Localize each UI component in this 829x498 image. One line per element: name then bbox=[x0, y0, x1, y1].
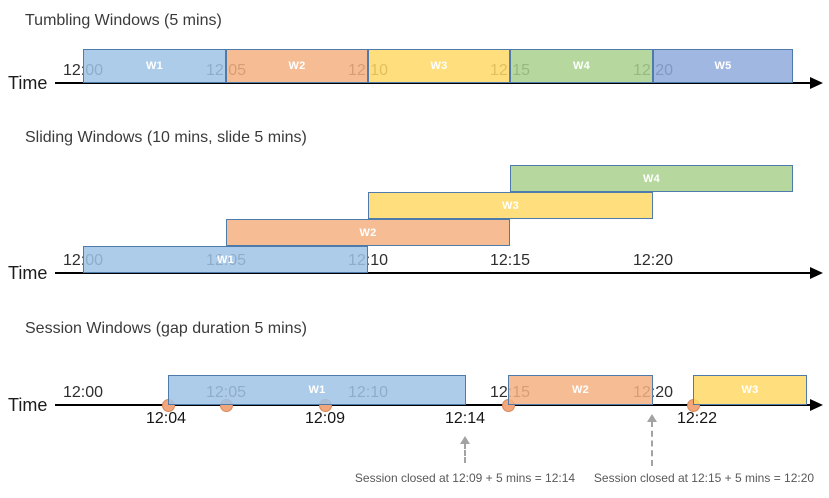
dashed-up-arrowhead-icon bbox=[647, 414, 657, 422]
tumbling-windows-title: Tumbling Windows (5 mins) bbox=[25, 12, 222, 29]
window-w2: W2 bbox=[508, 375, 653, 405]
event-time-label: 12:04 bbox=[145, 410, 187, 427]
window-w3: W3 bbox=[693, 375, 807, 405]
timeline-arrowhead-icon bbox=[810, 399, 823, 411]
window-w3: W3 bbox=[368, 49, 510, 83]
dashed-up-arrowhead-icon bbox=[460, 436, 470, 444]
window-label: W5 bbox=[714, 60, 732, 72]
axis-tick-label: 12:15 bbox=[489, 252, 531, 269]
window-label: W2 bbox=[288, 60, 306, 72]
window-label: W2 bbox=[571, 384, 590, 396]
timeline-arrowhead-icon bbox=[810, 267, 823, 279]
window-label: W3 bbox=[741, 384, 759, 396]
timeline-axis bbox=[55, 272, 812, 274]
timeline-axis bbox=[55, 82, 812, 84]
window-w1: W1 bbox=[83, 246, 368, 273]
event-time-label: 12:09 bbox=[304, 410, 346, 427]
session-windows-title: Session Windows (gap duration 5 mins) bbox=[25, 320, 307, 337]
window-w2: W2 bbox=[226, 49, 368, 83]
window-label: W4 bbox=[642, 172, 661, 185]
timeline-arrowhead-icon bbox=[810, 77, 823, 89]
time-axis-label: Time bbox=[8, 263, 48, 283]
session-closed-note: Session closed at 12:09 + 5 mins = 12:14 bbox=[354, 471, 576, 485]
window-w1: W1 bbox=[83, 49, 226, 83]
time-axis-label: Time bbox=[8, 73, 48, 93]
event-time-label: 12:14 bbox=[444, 410, 486, 427]
axis-tick-label: 12:00 bbox=[62, 384, 104, 401]
window-label: W1 bbox=[308, 384, 326, 396]
window-label: W4 bbox=[572, 60, 591, 72]
session-closed-note: Session closed at 12:15 + 5 mins = 12:20 bbox=[593, 471, 815, 485]
window-w4: W4 bbox=[510, 49, 653, 83]
window-label: W3 bbox=[501, 199, 520, 212]
window-label: W1 bbox=[216, 253, 235, 266]
window-label: W2 bbox=[359, 226, 377, 239]
axis-tick-label: 12:20 bbox=[632, 252, 674, 269]
sliding-windows-title: Sliding Windows (10 mins, slide 5 mins) bbox=[25, 129, 307, 146]
window-w5: W5 bbox=[653, 49, 793, 83]
window-label: W3 bbox=[430, 60, 448, 72]
window-w4: W4 bbox=[510, 165, 793, 192]
window-w1: W1 bbox=[168, 375, 466, 405]
dashed-arrow-line bbox=[464, 443, 466, 463]
time-axis-label: Time bbox=[8, 395, 48, 415]
timeline-axis bbox=[55, 404, 812, 406]
window-w2: W2 bbox=[226, 219, 510, 246]
dashed-arrow-line bbox=[651, 421, 653, 466]
window-w3: W3 bbox=[368, 192, 653, 219]
event-time-label: 12:22 bbox=[676, 410, 718, 427]
window-label: W1 bbox=[145, 60, 164, 72]
